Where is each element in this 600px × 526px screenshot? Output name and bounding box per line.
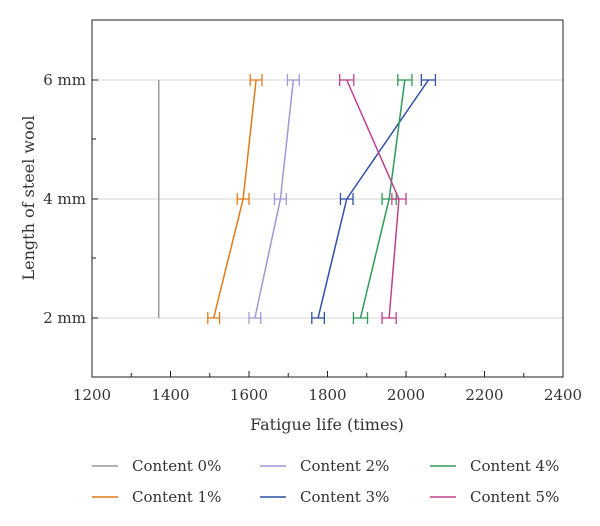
series-5	[339, 74, 407, 324]
series-layer	[157, 74, 437, 324]
y-tick-label: 4 mm	[43, 190, 86, 208]
x-tick-label: 1600	[230, 386, 268, 404]
legend-label: Content 1%	[132, 488, 221, 506]
legend-item: Content 3%	[260, 488, 389, 506]
legend-label: Content 4%	[470, 457, 559, 475]
legend-label: Content 0%	[132, 457, 221, 475]
x-tick-label: 1800	[308, 386, 346, 404]
x-tick-label: 1400	[151, 386, 189, 404]
y-tick-label: 2 mm	[43, 309, 86, 327]
series-4	[352, 74, 413, 324]
legend-item: Content 0%	[92, 457, 221, 475]
legend-item: Content 1%	[92, 488, 221, 506]
legend-item: Content 4%	[430, 457, 559, 475]
legend-label: Content 2%	[300, 457, 389, 475]
series-1	[207, 74, 263, 324]
series-3	[311, 74, 437, 324]
x-tick-label: 2000	[387, 386, 425, 404]
grid-layer	[92, 79, 563, 319]
y-tick-label: 6 mm	[43, 71, 86, 89]
axis-layer: 2 mm 4 mm 6 mm 1200 1400 1600 1800 2000 2200 2400	[43, 19, 582, 404]
legend-item: Content 5%	[430, 488, 559, 506]
x-tick-label: 1200	[73, 386, 111, 404]
x-tick-label: 2400	[544, 386, 582, 404]
legend-label: Content 5%	[470, 488, 559, 506]
legend-item: Content 2%	[260, 457, 389, 475]
series-2	[248, 74, 300, 324]
x-tick-label: 2200	[465, 386, 503, 404]
legend-label: Content 3%	[300, 488, 389, 506]
y-axis-title: Length of steel wool	[19, 116, 38, 281]
legend: Content 0% Content 2% Content 4% Content 1%…	[92, 457, 559, 506]
x-axis-title: Fatigue life (times)	[250, 415, 404, 434]
